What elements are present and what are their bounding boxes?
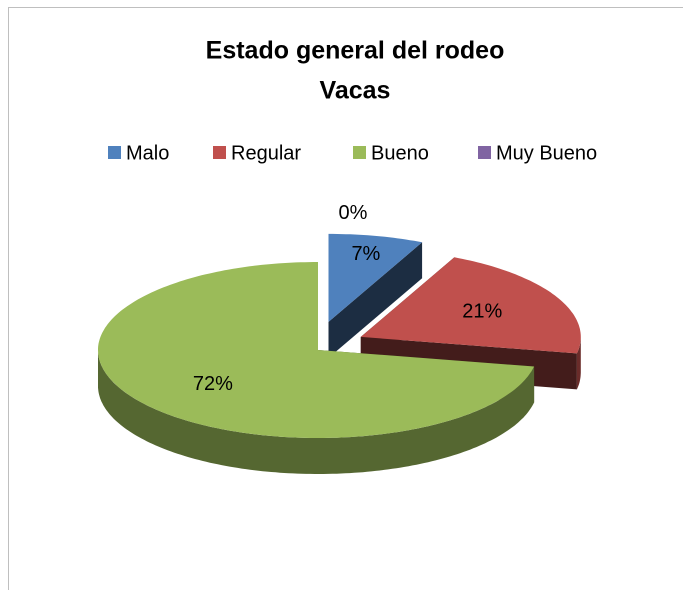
data-label: 72% [193, 373, 233, 395]
slice [98, 262, 535, 438]
slice-wall [576, 336, 581, 390]
legend-label: Bueno [371, 142, 429, 164]
slice-side [328, 242, 423, 358]
legend-swatch [353, 146, 366, 159]
legend-swatch [108, 146, 121, 159]
data-label: 21% [462, 300, 502, 322]
legend-swatch [478, 146, 491, 159]
slice-wall [98, 350, 535, 474]
legend-swatch [213, 146, 226, 159]
chart-title: Vacas [320, 77, 391, 105]
chart-title: Estado general del rodeo [206, 37, 505, 65]
chart-frame [8, 7, 683, 590]
slice [360, 257, 581, 354]
legend-label: Muy Bueno [496, 142, 597, 164]
legend-label: Malo [126, 142, 169, 164]
data-label: 7% [351, 243, 380, 265]
slice [328, 233, 423, 322]
data-label: 0% [339, 202, 368, 224]
legend-label: Regular [231, 142, 301, 164]
